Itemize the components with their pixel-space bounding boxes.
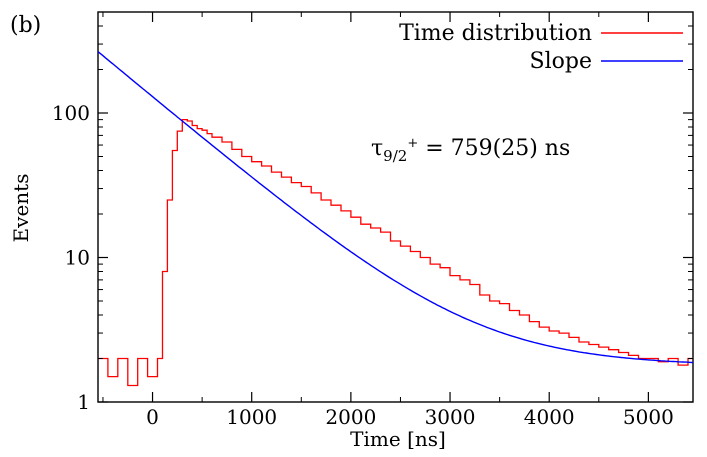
- tau-subscript: 9/2: [383, 147, 407, 165]
- legend-label-slope: Slope: [530, 49, 592, 74]
- time-distribution-series: [98, 118, 693, 387]
- time-distribution-histogram: [98, 118, 693, 387]
- x-tick-label-3: 3000: [425, 405, 476, 429]
- lifetime-annotation: τ9/2+ = 759(25) ns: [371, 136, 570, 165]
- x-tick-label-5: 5000: [623, 405, 674, 429]
- tau-symbol: τ: [371, 136, 383, 161]
- y-axis-label: Events: [9, 174, 33, 243]
- y-tick-label-1: 10: [65, 246, 90, 270]
- x-tick-label-2: 2000: [325, 405, 376, 429]
- lifetime-value: = 759(25) ns: [418, 136, 570, 161]
- y-tick-label-2: 100: [52, 101, 90, 125]
- tau-superscript: +: [407, 136, 418, 151]
- y-tick-label-0: 1: [77, 390, 90, 414]
- panel-label: (b): [10, 13, 41, 38]
- x-tick-label-4: 4000: [524, 405, 575, 429]
- x-tick-label-1: 1000: [226, 405, 277, 429]
- plot-frame: [97, 11, 694, 403]
- axis-ticks: 0 1000 2000 3000 4000 5000 1 10 100: [52, 11, 693, 429]
- x-tick-label-0: 0: [146, 405, 159, 429]
- slope-line: [97, 51, 694, 364]
- legend: Time distribution Slope: [399, 21, 683, 74]
- legend-label-time-distribution: Time distribution: [399, 21, 592, 46]
- x-axis-label: Time [ns]: [350, 427, 446, 451]
